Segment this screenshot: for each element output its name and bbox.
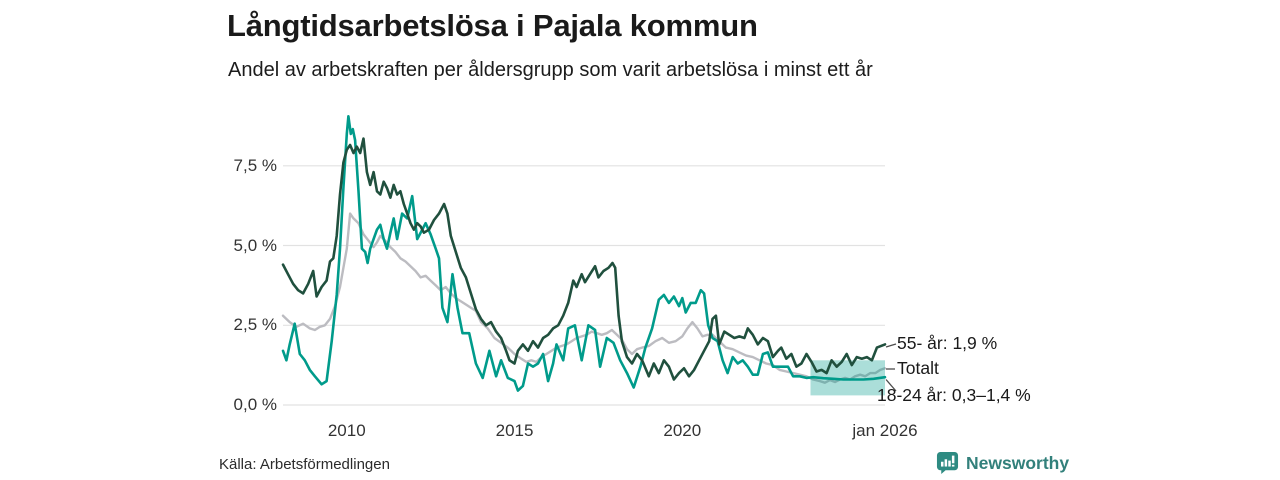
line-totalt xyxy=(281,212,887,384)
series-end-label-55-r: 55- år: 1,9 % xyxy=(897,333,998,353)
y-tick-label: 7,5 % xyxy=(233,155,277,175)
x-tick-label: 2015 xyxy=(495,421,534,440)
x-tick-label: 2020 xyxy=(663,421,702,440)
newsworthy-logo: Newsworthy xyxy=(936,451,1069,475)
x-tick-label: jan 2026 xyxy=(852,421,918,440)
source-note: Källa: Arbetsförmedlingen xyxy=(219,456,390,473)
newsworthy-brand-name: Newsworthy xyxy=(966,452,1070,473)
leader-55 xyxy=(885,343,897,348)
chart-title: Långtidsarbetslösa i Pajala kommun xyxy=(227,8,758,43)
series-end-label-18-24r: 18-24 år: 0,3–1,4 % xyxy=(877,385,1031,405)
leader-18-24 xyxy=(885,379,897,392)
y-tick-label: 2,5 % xyxy=(233,315,277,335)
chart-subtitle: Andel av arbetskraften per åldersgrupp s… xyxy=(228,59,873,81)
speech-bubble-bar-chart-icon xyxy=(936,451,959,475)
y-tick-label: 5,0 % xyxy=(233,235,277,255)
line-18-24r xyxy=(281,115,887,392)
y-tick-label: 0,0 % xyxy=(233,395,277,414)
x-tick-label: 2010 xyxy=(327,421,366,440)
line-55-r xyxy=(281,137,887,381)
series-end-label-totalt: Totalt xyxy=(897,358,939,378)
